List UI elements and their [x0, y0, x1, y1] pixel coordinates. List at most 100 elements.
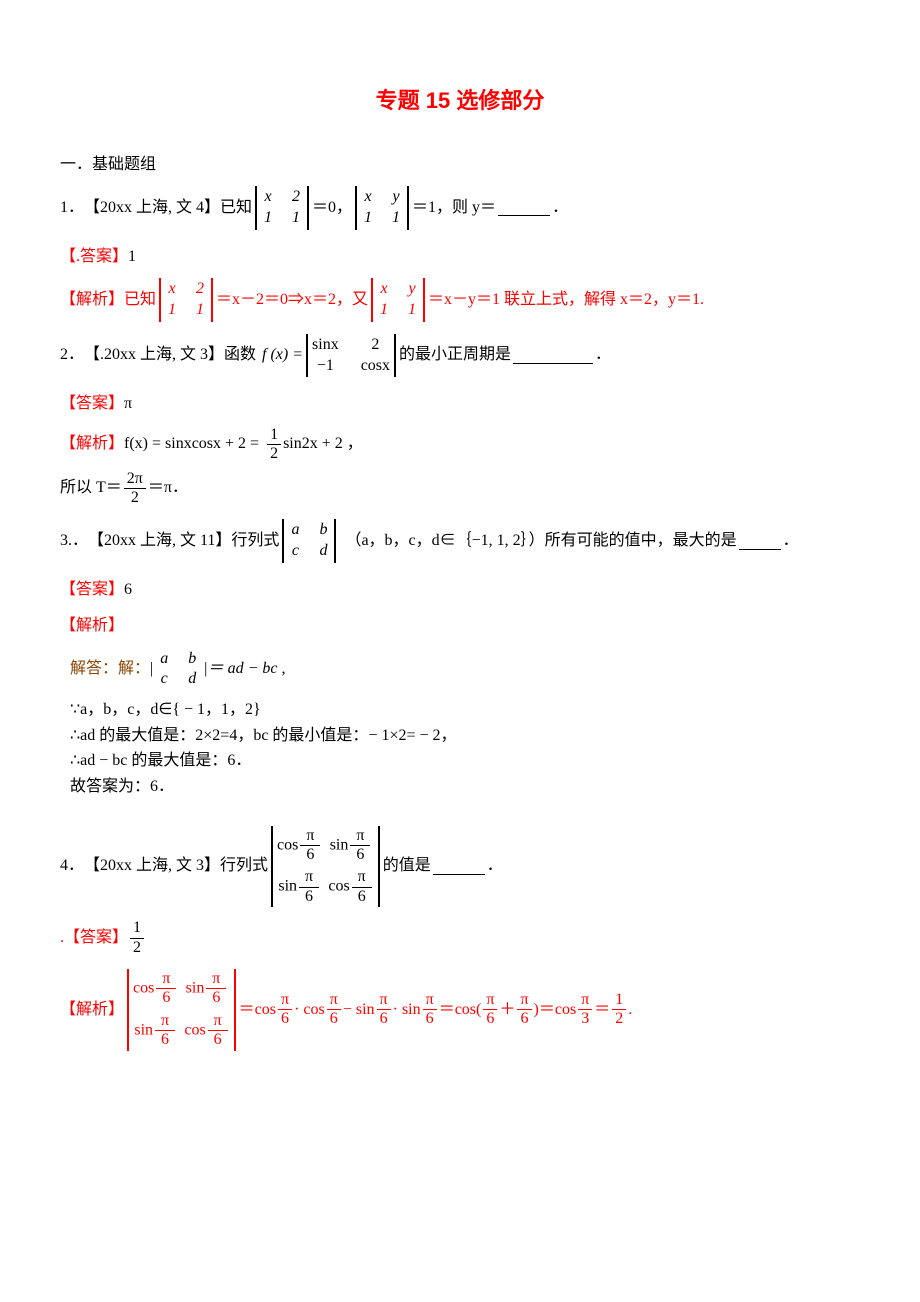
trig: cos — [184, 1021, 205, 1038]
rhs: ＝ — [594, 995, 610, 1025]
frac-den: 6 — [156, 989, 176, 1007]
frac-num: π — [517, 991, 531, 1010]
det-cell: 1 — [389, 208, 403, 229]
q4-num: 4． — [60, 851, 84, 881]
fraction: π6 — [377, 991, 391, 1029]
det-cell: cosπ6 — [328, 868, 373, 906]
frac-num: 1 — [612, 991, 626, 1010]
q2-explain-1: 【解析】 f(x) = sinxcosx + 2 = 1 2 sin2x + 2… — [60, 426, 860, 464]
explain-text: sin2x + 2 ， — [283, 429, 363, 459]
blank — [739, 533, 781, 550]
q2-fn: f (x) = — [262, 340, 303, 370]
frac-num: π — [208, 1012, 228, 1031]
frac-den: 6 — [350, 846, 370, 864]
blank — [433, 858, 485, 875]
fraction: π6 — [278, 991, 292, 1029]
det-cell: 1 — [361, 208, 375, 229]
trig: sin — [186, 980, 205, 997]
frac-num: π — [155, 1012, 175, 1031]
frac-num: π — [483, 991, 497, 1010]
det-cell: 1 — [261, 208, 275, 229]
answer-value: 1 — [128, 242, 136, 272]
det-cell: y — [405, 279, 419, 300]
frac-num: π — [156, 970, 176, 989]
trig: sin — [278, 878, 297, 895]
frac-num: 1 — [267, 426, 281, 445]
q3-det: a b c d — [282, 519, 336, 563]
q2-tail: 的最小正周期是 — [399, 340, 511, 370]
frac-num: π — [278, 991, 292, 1010]
det-cell: 1 — [405, 300, 419, 321]
trig: sin — [134, 1021, 153, 1038]
det-cell: sinx — [312, 335, 339, 356]
det-cell: c — [157, 669, 171, 690]
det-bar — [334, 519, 336, 563]
det-cell: a — [288, 520, 302, 541]
sol-line: ∴ad 的最大值是：2×2=4，bc 的最小值是：− 1×2= − 2， — [70, 723, 860, 749]
q2-src: 【.20xx 上海, 文 3】函数 — [84, 340, 256, 370]
trig: cos — [133, 980, 154, 997]
det-bar — [378, 826, 380, 908]
det-bar — [307, 186, 309, 230]
sol-eq: |＝ ad − bc , — [203, 654, 285, 684]
fraction: 1 2 — [267, 426, 281, 464]
q3-explain-label: 【解析】 — [60, 611, 860, 641]
answer-label: 【答案】 — [60, 575, 124, 605]
q2-end: ． — [595, 340, 611, 370]
det-cell: 2 — [193, 279, 207, 300]
q2-answer: 【答案】 π — [60, 389, 860, 419]
frac-num: π — [206, 970, 226, 989]
frac-den: 2 — [612, 1010, 626, 1028]
trig: sin — [330, 836, 349, 853]
fraction: π6 — [423, 991, 437, 1029]
answer-value: 6 — [124, 575, 132, 605]
trig: cos — [277, 836, 298, 853]
det-cell: 1 — [377, 300, 391, 321]
frac-den: 6 — [155, 1031, 175, 1049]
frac-num: 1 — [130, 919, 144, 938]
q1-det2: x y 1 1 — [355, 186, 409, 230]
blank — [498, 199, 550, 216]
trig: cos — [328, 878, 349, 895]
answer-label: 【.答案】 — [60, 242, 128, 272]
q3-num: 3.． — [60, 526, 88, 556]
q1-num: 1． — [60, 193, 84, 223]
fraction: π6 — [483, 991, 497, 1029]
cell-text: cosx — [361, 357, 390, 374]
det-cell: 1 — [289, 208, 303, 229]
det-cell: cosπ6 — [184, 1012, 229, 1050]
explain-text: ＝x－y＝1 联立上式，解得 x＝2，y＝1. — [428, 285, 704, 315]
q3-sol-body: ∵a，b，c，d∈{ − 1，1，2} ∴ad 的最大值是：2×2=4，bc 的… — [60, 697, 860, 799]
rhs: )＝cos — [534, 995, 577, 1025]
q1-ex-det2: x y 1 1 — [371, 278, 425, 322]
fraction: π3 — [578, 991, 592, 1029]
sol-line: 故答案为：6． — [70, 774, 860, 800]
explain-text: f(x) = sinxcosx + 2 = — [124, 429, 259, 459]
q4-stem: 4． 【20xx 上海, 文 3】行列式 cosπ6 sinπ6 sinπ6 c… — [60, 826, 860, 908]
rhs: · cos — [294, 995, 325, 1025]
q3-sol-line1: 解答：解： | a b c d |＝ ad − bc , — [60, 648, 860, 692]
q2-det: sinx 2 −1 cosx — [306, 334, 396, 378]
q1-det1: x 2 1 1 — [255, 186, 309, 230]
det-cell: y — [389, 187, 403, 208]
det-cell: cosx — [361, 356, 390, 377]
frac-den: 6 — [377, 1010, 391, 1028]
sol-line: ∵a，b，c，d∈{ − 1，1，2} — [70, 697, 860, 723]
det-cell: sinπ6 — [133, 1012, 178, 1050]
q2-explain-2: 所以 T＝ 2π 2 ＝π． — [60, 470, 860, 508]
fraction: 2π 2 — [124, 470, 146, 508]
explain-label: 【解析】 — [60, 995, 124, 1025]
q2-stem: 2 ． 【.20xx 上海, 文 3】函数 f (x) = sinx 2 −1 c… — [60, 334, 860, 378]
det-cell: 2 — [361, 335, 390, 356]
frac-den: 6 — [327, 1010, 341, 1028]
q1-answer: 【.答案】 1 — [60, 242, 860, 272]
det-bar — [394, 334, 396, 378]
det-cell: −1 — [312, 356, 339, 377]
det-cell: 1 — [165, 300, 179, 321]
answer-label: 【答案】 — [60, 389, 124, 419]
det-bar — [234, 969, 236, 1051]
frac-den: 6 — [208, 1031, 228, 1049]
q4-src: 【20xx 上海, 文 3】行列式 — [84, 851, 268, 881]
q1-end: ． — [552, 193, 568, 223]
q4-det: cosπ6 sinπ6 sinπ6 cosπ6 — [271, 826, 380, 908]
